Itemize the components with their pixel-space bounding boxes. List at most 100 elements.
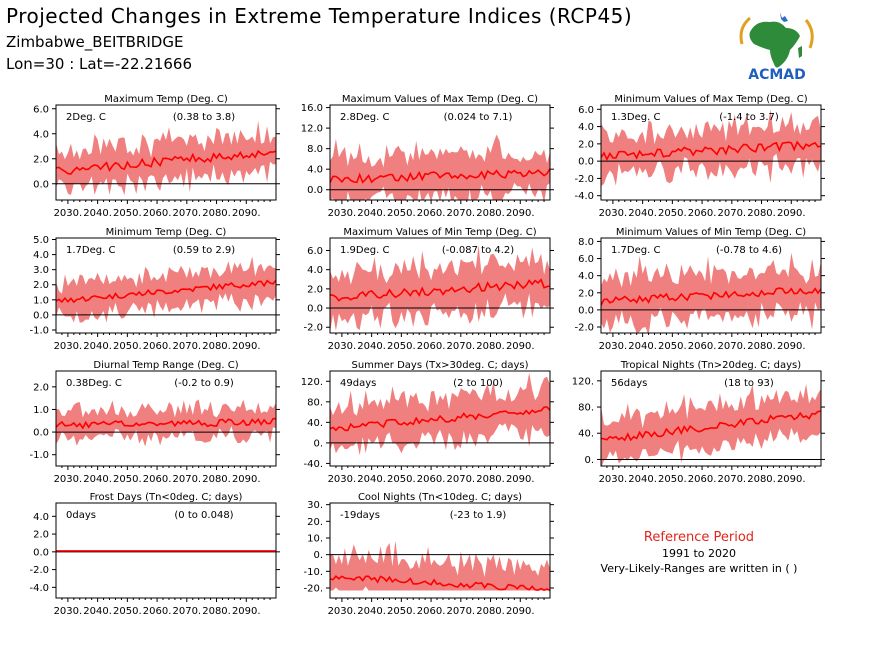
likely-range-label: (2 to 100) [453,378,503,389]
x-tick-label: 2040. [83,606,112,617]
y-tick-label: 2.0 [33,280,49,291]
y-tick-label: 0.0 [578,305,594,316]
x-tick-label: 2060. [417,208,446,219]
plot-frame [329,502,551,599]
x-tick-label: 2030. [54,341,83,352]
reference-years: 1991 to 2020 [661,547,737,560]
y-tick-label: -2.0 [574,323,594,334]
likely-range-band [601,384,821,466]
change-value-label: 1.9Deg. C [340,245,389,256]
y-tick-label: 6.0 [578,105,594,116]
plot-frame [55,370,277,467]
x-tick-label: 2070. [717,208,746,219]
x-tick-label: 2050. [113,208,142,219]
x-tick-label: 2040. [357,606,386,617]
y-tick-label: 0.0 [33,547,49,558]
y-tick-label: 2.0 [578,288,594,299]
y-tick-label: -40. [303,459,323,470]
x-tick-label: 2070. [446,208,475,219]
likely-range-label: (-0.087 to 4.2) [442,245,514,256]
x-tick-label: 2050. [658,474,687,485]
y-tick-label: -1.0 [29,325,49,336]
likely-range-label: (0.59 to 2.9) [173,245,235,256]
x-tick-label: 2050. [387,341,416,352]
ensemble-mean-line [56,279,276,304]
y-tick-label: 3.0 [33,265,49,276]
panel-title: Maximum Temp (Deg. C) [104,94,228,105]
x-tick-label: 2030. [328,474,357,485]
acmad-logo: ACMAD [736,8,818,83]
ensemble-mean-line [601,410,821,442]
x-tick-label: 2070. [717,341,746,352]
x-tick-label: 2030. [599,474,628,485]
reference-box: Reference Period 1991 to 2020 Very-Likel… [590,530,808,575]
x-tick-label: 2080. [747,341,776,352]
y-tick-label: 10. [307,534,323,545]
x-tick-label: 2070. [172,341,201,352]
x-tick-label: 2050. [113,341,142,352]
reference-note: Very-Likely-Ranges are written in ( ) [600,562,798,575]
y-tick-label: 4.0 [578,122,594,133]
x-tick-label: 2070. [172,606,201,617]
x-tick-label: 2040. [83,341,112,352]
likely-range-label: (-0.78 to 4.6) [716,245,782,256]
y-tick-label: 4.0 [33,512,49,523]
x-tick-label: 2060. [143,208,172,219]
likely-range-band [330,372,550,456]
x-tick-label: 2030. [328,208,357,219]
likely-range-label: (-1.4 to 3.7) [719,112,779,123]
plot-frame [600,370,822,467]
y-tick-label: -2.0 [574,174,594,185]
ensemble-mean-line [330,575,550,592]
ensemble-mean-line [56,417,276,430]
y-tick-label: 0.0 [307,185,323,196]
y-tick-label: -4.0 [29,583,49,594]
y-tick-label: 2.0 [578,139,594,150]
x-tick-label: 2090. [777,474,806,485]
ensemble-mean-line [601,140,821,162]
x-tick-label: 2030. [328,341,357,352]
chart-panel: 6.0 4.0 2.0 0.0 -2.0 -4.0 2030. 2040. 2050. 2060.… [574,94,825,219]
x-tick-label: 2070. [717,474,746,485]
x-tick-label: 2080. [747,208,776,219]
y-tick-label: 1.0 [33,295,49,306]
ensemble-mean-line [330,406,550,432]
change-value-label: 1.7Deg. C [66,245,115,256]
x-tick-label: 2050. [113,474,142,485]
x-tick-label: 2090. [232,208,261,219]
likely-range-band [56,256,276,323]
chart-panel: 6.0 4.0 2.0 0.0 2030. 2040. 2050. 2060. 2070. 208… [33,94,280,219]
y-tick-label: 0.0 [33,310,49,321]
x-tick-label: 2030. [599,341,628,352]
y-tick-label: 4.0 [307,165,323,176]
chart-panel: 16.0 12.0 8.0 4.0 0.0 2030. 2040. 2050. 2060. 207… [301,94,554,219]
panel-title: Tropical Nights (Tn>20deg. C; days) [620,360,801,371]
x-tick-label: 2040. [628,341,657,352]
panel-title: Maximum Values of Min Temp (Deg. C) [343,227,536,238]
y-tick-label: 0.0 [33,179,49,190]
x-tick-label: 2040. [83,474,112,485]
x-tick-label: 2050. [387,208,416,219]
x-tick-label: 2060. [417,474,446,485]
y-tick-label: 80. [307,397,323,408]
plot-frame [329,237,551,334]
x-tick-label: 2080. [747,474,776,485]
y-tick-label: 4.0 [578,271,594,282]
y-tick-label: 6.0 [578,254,594,265]
y-tick-label: -2.0 [29,565,49,576]
y-tick-label: 20. [307,517,323,528]
x-tick-label: 2070. [172,474,201,485]
x-tick-label: 2070. [446,606,475,617]
chart-panel: 30.20.10.0.-10.-20.2030. 2040. 2050. 2060. 2… [303,492,554,617]
y-tick-label: 4.0 [33,129,49,140]
africa-map-logo-icon: ACMAD [739,12,814,83]
likely-range-label: (0 to 0.048) [174,510,233,521]
x-tick-label: 2070. [172,208,201,219]
x-tick-label: 2030. [54,208,83,219]
y-tick-label: 4.0 [33,250,49,261]
y-tick-label: 80. [578,403,594,414]
ensemble-mean-line [601,287,821,306]
y-tick-label: -10. [303,567,323,578]
